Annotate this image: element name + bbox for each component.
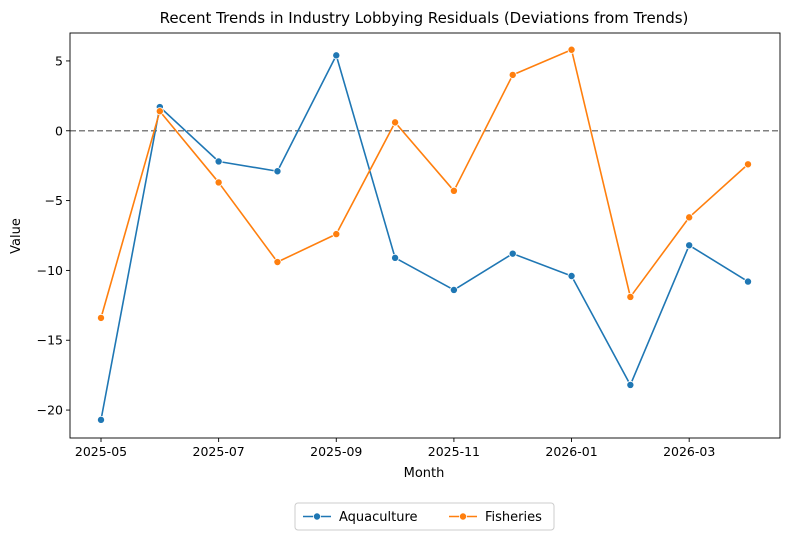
series-line-aquaculture — [100, 54, 749, 420]
y-tick-label: −15 — [37, 333, 63, 348]
x-tick-label: 2025-05 — [75, 444, 127, 459]
data-point-aquaculture — [273, 167, 282, 176]
legend: Aquaculture Fisheries — [294, 502, 555, 531]
y-tick-label: −20 — [37, 403, 63, 418]
data-point-aquaculture — [508, 249, 517, 258]
data-point-fisheries — [685, 213, 694, 222]
data-point-fisheries — [744, 160, 753, 169]
series-line-fisheries — [100, 48, 749, 319]
x-tick-label: 2025-11 — [428, 444, 480, 459]
y-tick-label: 5 — [55, 53, 63, 68]
legend-label-aquaculture: Aquaculture — [339, 510, 418, 525]
x-tick-label: 2025-07 — [193, 444, 245, 459]
data-point-fisheries — [214, 178, 223, 187]
data-point-aquaculture — [744, 277, 753, 286]
chart-title: Recent Trends in Industry Lobbying Resid… — [160, 9, 689, 27]
x-axis-title: Month — [404, 466, 445, 481]
data-point-aquaculture — [214, 157, 223, 166]
data-point-fisheries — [449, 186, 458, 195]
data-point-aquaculture — [332, 51, 341, 60]
data-point-aquaculture — [567, 271, 576, 280]
legend-swatch-marker-fisheries — [458, 512, 467, 521]
x-tick-label: 2025-09 — [310, 444, 362, 459]
data-point-fisheries — [626, 292, 635, 301]
data-point-fisheries — [508, 70, 517, 79]
data-point-aquaculture — [685, 241, 694, 250]
data-point-fisheries — [273, 258, 282, 267]
data-point-fisheries — [567, 45, 576, 54]
plot-area: 2025-05 2025-07 2025-09 2025-11 2026-01 2026-… — [37, 32, 781, 459]
plot-frame — [69, 32, 781, 439]
data-point-fisheries — [97, 313, 106, 322]
data-point-aquaculture — [626, 380, 635, 389]
data-point-fisheries — [155, 107, 164, 116]
x-tick-label: 2026-03 — [663, 444, 715, 459]
y-axis-title: Value — [9, 218, 24, 254]
legend-label-fisheries: Fisheries — [485, 510, 542, 525]
y-tick-label: 0 — [55, 123, 63, 138]
legend-swatch-marker-aquaculture — [312, 512, 321, 521]
data-point-fisheries — [332, 230, 341, 239]
data-point-aquaculture — [449, 285, 458, 294]
y-tick-label: −10 — [37, 263, 63, 278]
data-point-aquaculture — [391, 253, 400, 262]
data-point-aquaculture — [97, 415, 106, 424]
data-point-fisheries — [391, 118, 400, 127]
legend-box — [294, 502, 555, 531]
y-tick-label: −5 — [45, 193, 63, 208]
x-tick-label: 2026-01 — [545, 444, 597, 459]
